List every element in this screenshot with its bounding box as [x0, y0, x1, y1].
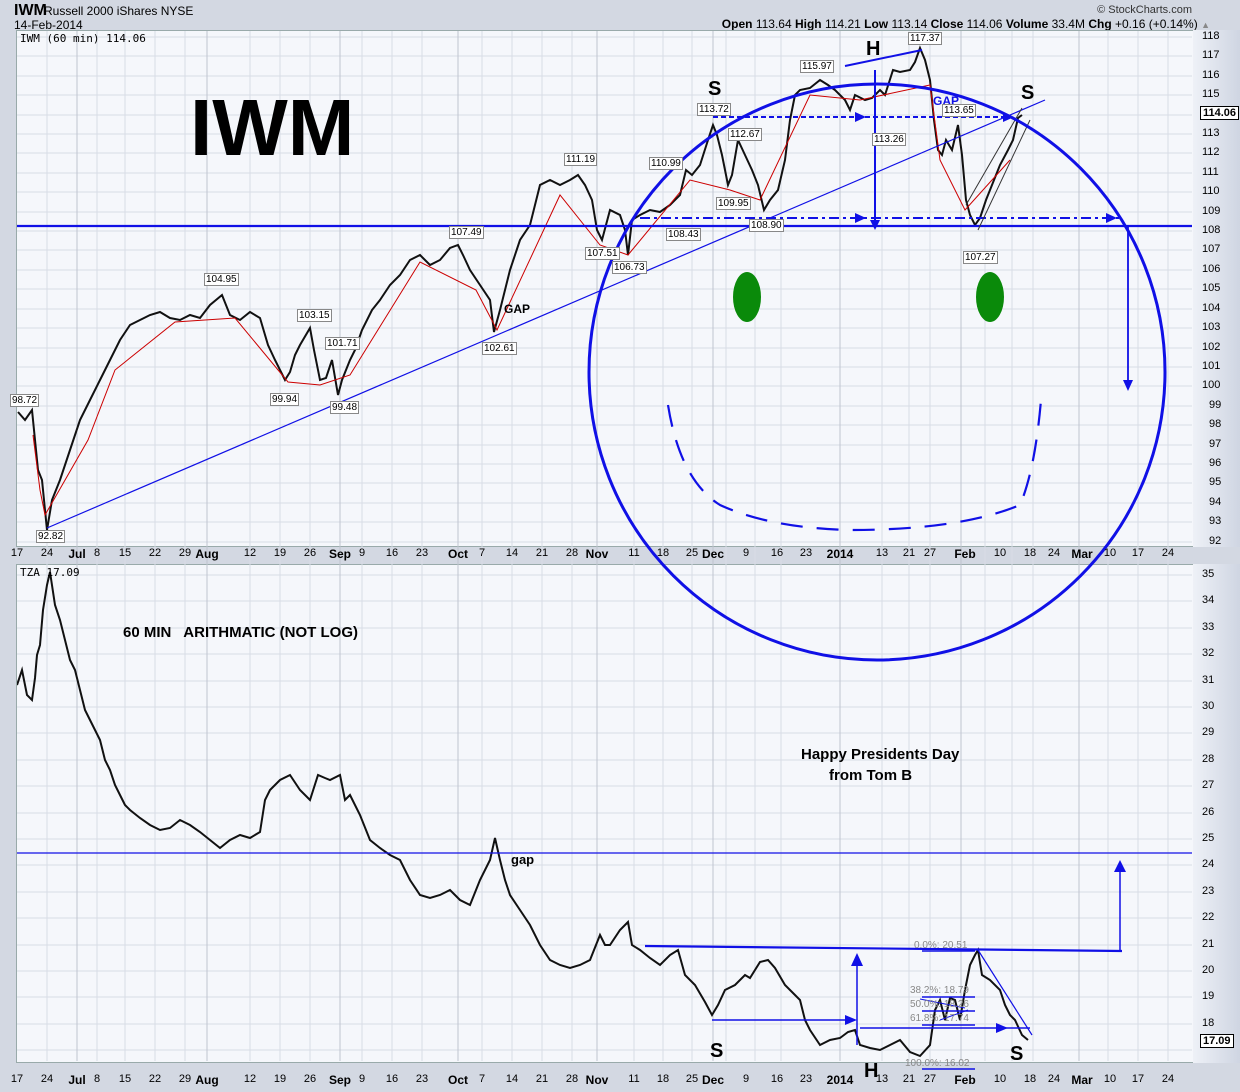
tza-shoulder-right: S [1010, 1043, 1024, 1065]
shoulder-right-label: S [1021, 82, 1035, 104]
arrowheads [855, 112, 1133, 391]
volume-value: 33.4M [1051, 17, 1085, 31]
smiley-right-eye [976, 272, 1004, 322]
month-gridlines [76, 31, 1080, 1061]
tza-annotations [17, 852, 1192, 1070]
chg-value: +0.16 (+0.14%) [1115, 17, 1198, 31]
tza-legend: TZA 17.09 [20, 566, 80, 579]
chg-label: Chg [1088, 17, 1112, 31]
iwm-legend: IWM (60 min) 114.06 [20, 32, 146, 45]
chart-date: 14-Feb-2014 [14, 18, 83, 32]
open-label: Open [721, 17, 753, 31]
security-name: Russell 2000 iShares NYSE [44, 4, 194, 18]
vertical-gridlines [46, 31, 1169, 1061]
shoulder-left-label: S [708, 78, 722, 100]
high-value: 114.21 [824, 17, 861, 31]
x-axis-bottom: 17 24 Jul 8 15 22 29 Aug 12 19 26 Sep 9 … [10, 1073, 1175, 1087]
tza-gap-label: gap [511, 852, 535, 867]
channel-upper [965, 107, 1023, 206]
greeting-line-1: Happy Presidents Day [801, 746, 960, 763]
tza-gridlines [17, 574, 1192, 1051]
tza-last-price-tag: 17.09 [1200, 1034, 1234, 1048]
up-arrow-icon: ▲ [1201, 20, 1210, 30]
volume-label: Volume [1005, 17, 1049, 31]
iwm-big-label: IWM [190, 83, 355, 172]
smiley-face-circle [587, 82, 1167, 662]
close-value: 114.06 [966, 17, 1003, 31]
chart-note-arithmetic: 60 MIN ARITHMATIC (NOT LOG) [123, 624, 358, 641]
smiley-left-eye [733, 272, 761, 322]
tza-price-series [17, 571, 1029, 1058]
x-axis-top: 17 24 Jul 8 15 22 29 Aug 12 19 26 Sep 9 … [10, 547, 1175, 561]
greeting-line-2: from Tom B [829, 767, 913, 784]
low-label: Low [864, 17, 889, 31]
iwm-annotations [17, 49, 1192, 662]
iwm-price-series [17, 45, 1023, 531]
tza-neckline [644, 944, 1123, 953]
head-label: H [866, 38, 881, 60]
tza-shoulder-left: S [710, 1040, 724, 1062]
copyright: © StockCharts.com [1097, 4, 1192, 16]
tza-y-axis [1193, 564, 1240, 1063]
gap-label: GAP [504, 302, 531, 316]
open-value: 113.64 [755, 17, 792, 31]
high-label: High [794, 17, 822, 31]
close-label: Close [930, 17, 964, 31]
smiley-mouth [666, 399, 1043, 532]
head-top-line [844, 49, 923, 67]
iwm-last-price-tag: 114.06 [1200, 106, 1240, 120]
rising-trendline [46, 99, 1046, 529]
ohlc-summary: Open 113.64 High 114.21 Low 113.14 Close… [722, 17, 1210, 31]
low-value: 113.14 [891, 17, 928, 31]
tza-head: H [864, 1060, 879, 1082]
symbol: IWM [14, 2, 47, 19]
channel-lower [977, 119, 1031, 231]
